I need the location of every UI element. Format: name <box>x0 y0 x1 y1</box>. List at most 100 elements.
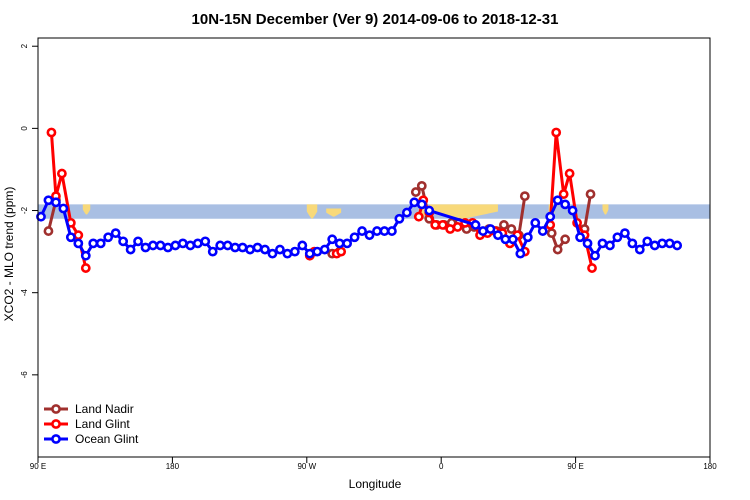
ocean-glint-point-0-44 <box>364 230 375 241</box>
plot-frame <box>37 37 711 458</box>
ocean-glint-point-0-33 <box>282 248 293 259</box>
ocean-glint-point-0-19 <box>177 238 188 249</box>
land-glint-point-3-3 <box>430 220 441 230</box>
legend-marker-1 <box>51 419 61 429</box>
legend-label-0: Land Nadir <box>75 402 134 416</box>
ocean-glint-point-0-14 <box>140 242 151 253</box>
ocean-glint-point-0-35 <box>297 240 308 251</box>
legend-label-2: Ocean Glint <box>75 432 139 446</box>
ocean-glint-point-0-22 <box>200 236 211 247</box>
ocean-glint-point-0-36 <box>304 248 315 259</box>
ocean-glint-point-0-59 <box>515 248 526 259</box>
ocean-glint-point-0-48 <box>394 213 405 224</box>
ocean-glint-point-0-58 <box>507 234 518 245</box>
ocean-glint-point-0-76 <box>642 236 653 247</box>
y-tick-label-4: -6 <box>20 371 29 379</box>
ocean-glint-point-0-5 <box>73 238 84 249</box>
ocean-glint-point-0-16 <box>155 240 166 251</box>
ocean-glint-point-0-68 <box>582 238 593 249</box>
ocean-glint-point-0-60 <box>522 232 533 243</box>
ocean-glint-point-0-28 <box>245 244 255 255</box>
ocean-glint-point-0-74 <box>627 238 638 249</box>
land-glint-point-0-2 <box>56 168 67 179</box>
ocean-glint-point-0-8 <box>95 238 106 249</box>
ocean-glint-point-0-61 <box>530 217 541 228</box>
x-tick-label-4: 90 E <box>567 462 583 471</box>
ocean-glint-point-0-29 <box>252 242 263 253</box>
ocean-glint-point-0-67 <box>575 232 585 243</box>
land-glint-point-4-1 <box>551 127 562 138</box>
ocean-glint-point-0-75 <box>634 244 645 255</box>
ocean-glint-point-0-21 <box>192 238 203 249</box>
axes: 90 E 180 90 W 0 90 E 180 2 0 -2 -4 -6 <box>20 43 717 471</box>
ocean-glint-point-0-72 <box>612 232 623 243</box>
land-nadir-point-3-0 <box>546 228 557 239</box>
ocean-glint-point-0-38 <box>319 244 330 255</box>
ocean-glint-point-0-11 <box>118 236 129 247</box>
ocean-glint-point-0-3 <box>58 203 69 214</box>
land-glint-point-4-2 <box>558 189 569 199</box>
ocean-glint-point-0-7 <box>88 238 99 249</box>
ocean-glint-point-0-55 <box>485 224 496 234</box>
land-bump-6 <box>602 204 609 215</box>
ocean-glint-point-0-12 <box>125 244 136 255</box>
land-glint-point-0-4 <box>73 230 84 241</box>
land-nadir-point-3-2 <box>560 234 571 245</box>
ocean-glint-point-0-64 <box>552 195 563 206</box>
x-tick-label-5: 180 <box>703 462 717 471</box>
ocean-glint-point-0-24 <box>215 240 226 251</box>
ocean-glint-point-0-32 <box>275 244 285 255</box>
ocean-glint-point-0-39 <box>327 234 338 245</box>
land-nadir-point-2-12 <box>499 220 509 230</box>
ocean-glint-point-0-77 <box>649 240 660 251</box>
ocean-glint-point-0-51 <box>416 199 427 210</box>
land-glint-point-0-0 <box>46 127 57 138</box>
ocean-glint-point-0-27 <box>237 242 248 253</box>
ocean-glint-point-0-56 <box>493 230 503 241</box>
ocean-glint-point-0-49 <box>401 207 412 218</box>
land-glint-point-3-0 <box>413 211 424 222</box>
ocean-glint-point-0-2 <box>51 197 61 208</box>
ocean-glint-point-0-20 <box>185 240 196 251</box>
ocean-glint-point-0-0 <box>36 211 46 222</box>
land-nadir-line-4 <box>583 192 593 231</box>
ocean-glint-point-0-42 <box>349 232 360 243</box>
ocean-glint-point-0-73 <box>619 228 630 239</box>
ocean-glint-point-0-18 <box>170 240 181 251</box>
ocean-glint-point-0-78 <box>657 238 668 249</box>
legend-label-1: Land Glint <box>75 417 130 431</box>
ocean-glint-point-0-15 <box>148 240 158 251</box>
ocean-glint-point-0-17 <box>163 242 173 253</box>
ocean-glint-point-0-46 <box>379 226 390 236</box>
legend-marker-0 <box>51 404 61 414</box>
x-tick-label-2: 90 W <box>297 462 316 471</box>
ocean-glint-point-0-54 <box>478 226 488 236</box>
land-glint-point-0-5 <box>80 263 91 273</box>
ocean-glint-point-0-9 <box>103 232 114 243</box>
x-tick-label-0: 90 E <box>30 462 46 471</box>
ocean-glint-point-0-6 <box>80 250 91 261</box>
legend-marker-2 <box>51 434 61 444</box>
ocean-glint-point-0-13 <box>133 236 143 247</box>
ocean-glint-point-0-30 <box>260 244 270 255</box>
ocean-glint-point-0-43 <box>357 226 367 236</box>
ocean-glint-point-0-4 <box>65 232 76 243</box>
land-glint-point-4-3 <box>564 168 575 179</box>
y-tick-label-1: 0 <box>20 126 29 131</box>
ocean-glint-point-0-70 <box>597 238 608 249</box>
ocean-glint-point-0-26 <box>230 242 241 253</box>
ocean-glint-point-0-57 <box>500 234 511 245</box>
ocean-glint-point-0-63 <box>545 211 556 222</box>
x-axis-label: Longitude <box>349 477 402 491</box>
land-nadir-point-0-0 <box>43 226 54 236</box>
ocean-glint-point-0-40 <box>334 238 345 249</box>
ocean-glint-point-0-1 <box>43 195 54 206</box>
land-nadir-point-2-15 <box>519 191 530 202</box>
ocean-glint-point-0-79 <box>664 238 675 249</box>
ocean-glint-point-0-69 <box>590 250 600 261</box>
y-tick-label-0: 2 <box>20 43 29 48</box>
ocean-glint-point-0-25 <box>222 240 233 251</box>
